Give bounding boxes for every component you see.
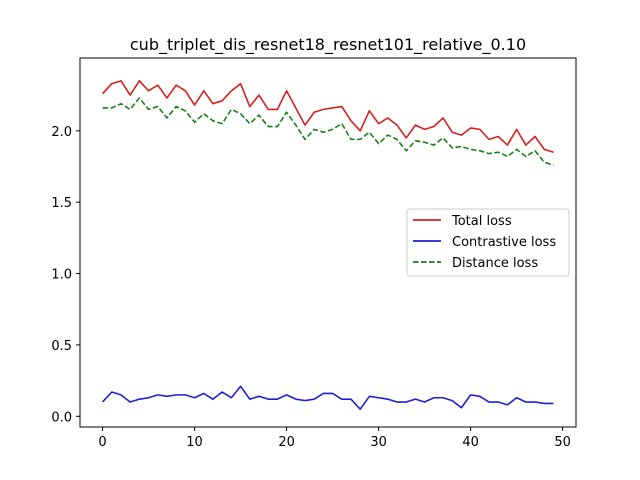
y-tick-label: 0.5: [51, 339, 72, 354]
y-axis: 0.0 0.5 1.0 1.5 2.0: [51, 125, 80, 425]
legend: Total loss Contrastive loss Distance loss: [406, 208, 570, 277]
x-tick-label: 30: [370, 435, 387, 450]
y-tick-label: 1.0: [51, 268, 72, 283]
series-line-total-loss: [101, 80, 554, 153]
legend-box: [406, 208, 570, 277]
x-tick-label: 50: [554, 435, 571, 450]
legend-label: Distance loss: [452, 256, 538, 271]
legend-label: Contrastive loss: [452, 235, 556, 250]
x-tick-label: 0: [98, 435, 106, 450]
x-tick-label: 10: [186, 435, 203, 450]
series-layer: [101, 80, 554, 410]
y-tick-label: 0.0: [51, 410, 72, 425]
chart-title: cub_triplet_dis_resnet18_resnet101_relat…: [130, 35, 526, 55]
series-line-contrastive-loss: [101, 385, 554, 410]
series-line-distance-loss: [102, 97, 554, 166]
x-tick-label: 20: [278, 435, 295, 450]
y-tick-label: 1.5: [51, 196, 72, 211]
x-tick-label: 40: [462, 435, 479, 450]
plot-frame: [79, 57, 577, 428]
y-tick-label: 2.0: [51, 125, 72, 140]
legend-label: Total loss: [451, 214, 512, 229]
x-axis: 0 10 20 30 40 50: [98, 427, 571, 450]
